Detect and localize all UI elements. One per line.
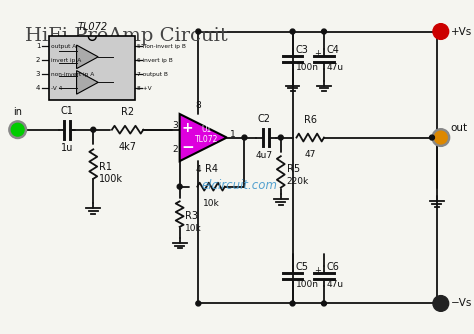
Text: 10k: 10k <box>184 224 201 233</box>
Text: 10k: 10k <box>203 199 219 208</box>
Text: 3: 3 <box>36 71 40 77</box>
Text: 5 non-invert ip B: 5 non-invert ip B <box>137 44 186 49</box>
Text: 100n: 100n <box>295 63 319 72</box>
Text: C4: C4 <box>327 45 340 55</box>
Circle shape <box>242 135 247 140</box>
Circle shape <box>429 135 435 140</box>
Text: 220k: 220k <box>287 177 309 186</box>
Text: 4: 4 <box>195 165 201 174</box>
Text: 4: 4 <box>36 85 40 91</box>
Text: 8: 8 <box>195 101 201 110</box>
Circle shape <box>9 121 27 139</box>
Circle shape <box>433 24 449 39</box>
Polygon shape <box>77 70 98 94</box>
Text: +: + <box>314 49 321 57</box>
Text: R1: R1 <box>99 162 112 172</box>
Text: C6: C6 <box>327 262 340 272</box>
Text: 100n: 100n <box>295 280 319 289</box>
Text: 47: 47 <box>305 150 316 159</box>
Text: 1u: 1u <box>61 143 73 153</box>
Text: non-invert ip A: non-invert ip A <box>51 72 94 77</box>
Text: 2: 2 <box>172 145 178 154</box>
Text: in: in <box>13 107 22 117</box>
Text: 47u: 47u <box>327 63 344 72</box>
Text: U1: U1 <box>201 125 211 134</box>
Text: C5: C5 <box>295 262 309 272</box>
Text: 7 output B: 7 output B <box>137 72 168 77</box>
Text: invert ip A: invert ip A <box>51 58 82 63</box>
Circle shape <box>278 135 283 140</box>
Text: −Vs: −Vs <box>451 299 472 309</box>
Circle shape <box>433 296 449 311</box>
Text: 1: 1 <box>36 43 40 49</box>
Text: 47u: 47u <box>327 280 344 289</box>
Circle shape <box>290 301 295 306</box>
Circle shape <box>196 301 201 306</box>
Text: R4: R4 <box>205 164 218 174</box>
Circle shape <box>91 127 96 132</box>
Text: +: + <box>314 266 321 275</box>
Text: out: out <box>451 123 468 133</box>
Text: R3: R3 <box>184 211 198 221</box>
Text: +: + <box>182 121 193 135</box>
Polygon shape <box>180 114 227 161</box>
Text: R2: R2 <box>121 107 134 117</box>
Circle shape <box>321 29 327 34</box>
Circle shape <box>177 184 182 189</box>
Text: HiFi PreAmp Circuit: HiFi PreAmp Circuit <box>25 27 228 45</box>
Text: C3: C3 <box>295 45 309 55</box>
Text: TL072: TL072 <box>194 135 218 144</box>
Circle shape <box>435 131 447 144</box>
Text: R5: R5 <box>287 164 300 174</box>
Text: 1: 1 <box>230 130 236 139</box>
Text: 2: 2 <box>36 57 40 63</box>
Text: 8 +V: 8 +V <box>137 86 152 91</box>
Circle shape <box>432 129 450 146</box>
Text: 3: 3 <box>172 121 178 130</box>
Text: TL072: TL072 <box>77 22 107 32</box>
Text: −: − <box>181 140 194 155</box>
Text: 100k: 100k <box>99 174 123 184</box>
Text: 4k7: 4k7 <box>118 143 137 152</box>
Text: 6 invert ip B: 6 invert ip B <box>137 58 173 63</box>
Text: C1: C1 <box>60 106 73 116</box>
FancyBboxPatch shape <box>49 36 136 100</box>
Circle shape <box>196 29 201 34</box>
Text: -V 4: -V 4 <box>51 86 63 91</box>
Text: C2: C2 <box>257 114 271 124</box>
Circle shape <box>321 301 327 306</box>
Text: +Vs: +Vs <box>451 26 472 36</box>
Circle shape <box>290 29 295 34</box>
Text: 4u7: 4u7 <box>255 151 273 160</box>
Polygon shape <box>77 45 98 68</box>
Text: output A: output A <box>51 44 76 49</box>
Text: R6: R6 <box>304 115 317 125</box>
Text: elcircuit.com: elcircuit.com <box>201 179 277 192</box>
Circle shape <box>11 123 24 136</box>
